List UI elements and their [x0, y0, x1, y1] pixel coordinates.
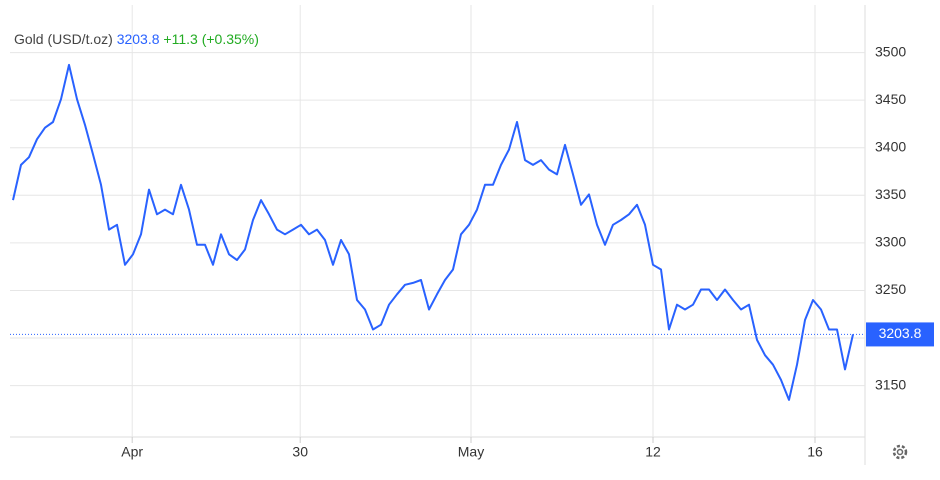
price-line [12, 63, 854, 401]
price: 3203.8 [117, 31, 160, 47]
x-tick-label: May [458, 444, 484, 460]
gear-inner[interactable] [896, 448, 904, 456]
y-tick-label: 3150 [875, 376, 906, 392]
x-tick-label: Apr [121, 444, 143, 460]
title: Gold (USD/t.oz) [14, 31, 113, 47]
y-tick-label: 3300 [875, 234, 906, 250]
y-tick-label: 3500 [875, 43, 906, 59]
x-tick-label: 12 [645, 444, 661, 460]
change: +11.3 (+0.35%) [163, 31, 258, 47]
x-tick-label: 30 [292, 444, 308, 460]
y-tick-label: 3400 [875, 138, 906, 154]
price-label-box [866, 322, 934, 347]
chart-title: Gold (USD/t.oz) 3203.8 +11.3 (+0.35%) [14, 31, 259, 47]
gear-outer[interactable] [892, 444, 908, 460]
y-tick-label: 3250 [875, 281, 906, 297]
settings-icon[interactable] [892, 444, 908, 460]
y-tick-label: 3350 [875, 186, 906, 202]
y-tick-label: 3450 [875, 91, 906, 107]
x-tick-label: 16 [807, 444, 823, 460]
price-label: 3203.8 [879, 325, 922, 341]
